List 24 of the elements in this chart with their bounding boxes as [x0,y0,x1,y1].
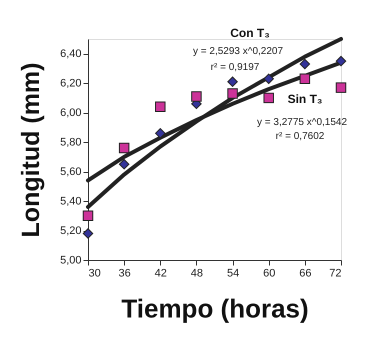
series-label: Sin T₃ [288,92,322,106]
annotation: r² = 0,7602 [276,131,325,142]
y-tick-label: 5,60 [60,166,82,178]
x-axis-title: Tiempo (horas) [121,294,309,324]
x-tick-label: 60 [263,268,276,280]
y-tick-label: 5,80 [60,136,82,149]
y-tick-label: 6,00 [60,107,82,120]
y-axis-title: Longitud (mm) [17,62,46,238]
y-tick-label: 5,20 [60,225,82,238]
y-tick-label: 6,40 [60,48,82,60]
y-tick-label: 6,20 [60,78,82,90]
y-tick-label: 5,40 [60,196,82,208]
x-tick-label: 48 [190,268,204,280]
x-tick-label: 30 [88,268,101,280]
x-tick-label: 36 [118,268,131,280]
x-tick-label: 72 [329,268,342,280]
text: Con T₃ [230,26,270,40]
annotation: y = 3,2775 x^0,1542 [256,117,348,128]
annotation: r² = 0,9197 [210,62,260,73]
annotation: y = 2,5293 x^0,2207 [192,46,284,57]
y-tick-label: 5,00 [60,254,82,266]
x-tick-label: 66 [299,268,312,280]
x-tick-label: 54 [226,268,240,280]
x-tick-label: 42 [154,268,167,280]
